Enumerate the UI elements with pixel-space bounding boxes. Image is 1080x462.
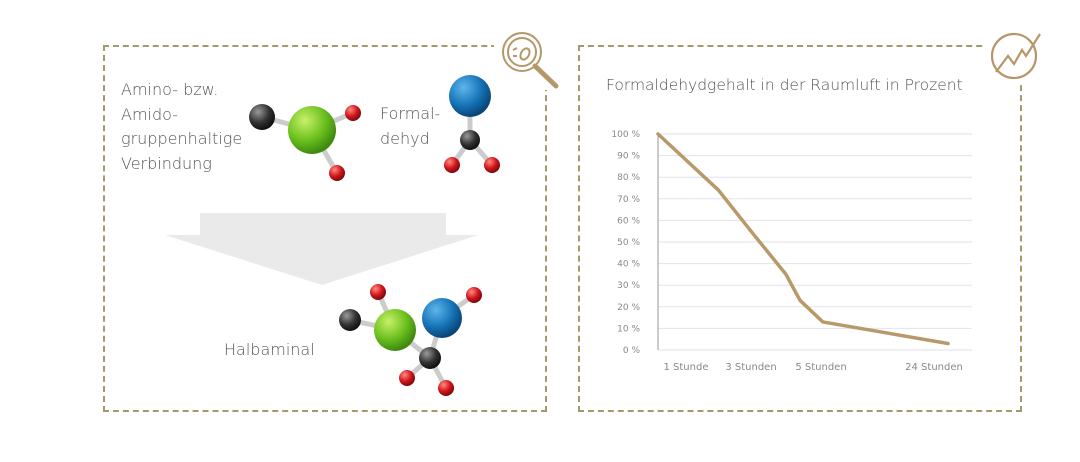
y-tick-label: 40 % bbox=[617, 260, 640, 270]
y-tick-label: 0 % bbox=[623, 346, 641, 356]
x-tick-label: 1 Stunde bbox=[664, 362, 709, 373]
formaldehyde-molecule bbox=[444, 75, 500, 173]
trend-chart-icon bbox=[986, 28, 1046, 84]
y-tick-label: 30 % bbox=[617, 281, 640, 291]
y-tick-label: 20 % bbox=[617, 303, 640, 313]
y-tick-label: 100 % bbox=[611, 130, 640, 140]
label-line: Verbindung bbox=[121, 153, 212, 173]
x-tick-label: 24 Stunden bbox=[905, 362, 963, 373]
x-tick-label: 5 Stunden bbox=[795, 362, 846, 373]
reactant2-label: Formal- dehyd bbox=[380, 102, 440, 151]
amine-molecule bbox=[249, 104, 361, 181]
label-line: gruppenhaltige bbox=[121, 129, 243, 148]
y-tick-label: 80 % bbox=[617, 173, 640, 183]
y-tick-label: 70 % bbox=[617, 195, 640, 205]
y-tick-label: 60 % bbox=[617, 216, 640, 226]
y-tick-label: 90 % bbox=[617, 152, 640, 162]
y-tick-label: 10 % bbox=[617, 324, 640, 334]
formaldehyde-chart: 0 % 10 % 20 % 30 % 40 % 50 % 60 % 70 % 80 % 90 % 1… bbox=[611, 130, 972, 373]
reaction-panel bbox=[103, 45, 547, 412]
label-line: dehyd bbox=[380, 128, 430, 148]
product-label: Halbaminal bbox=[224, 340, 315, 359]
chart-title: Formaldehydgehalt in der Raumluft in Pro… bbox=[606, 76, 963, 94]
magnifier-bacteria-icon bbox=[494, 28, 566, 90]
reaction-arrow bbox=[165, 213, 478, 285]
label-line: Amido- bbox=[121, 104, 178, 124]
label-line: Amino- bzw. bbox=[121, 80, 219, 99]
label-line: Formal- bbox=[380, 104, 441, 123]
series-line bbox=[656, 132, 950, 346]
x-tick-label: 3 Stunden bbox=[725, 362, 776, 373]
chart-panel bbox=[578, 45, 1022, 412]
reactant1-label: Amino- bzw. Amido- gruppenhaltige Verbin… bbox=[121, 78, 261, 176]
hemiaminal-molecule bbox=[339, 284, 482, 396]
y-tick-label: 50 % bbox=[617, 238, 640, 248]
